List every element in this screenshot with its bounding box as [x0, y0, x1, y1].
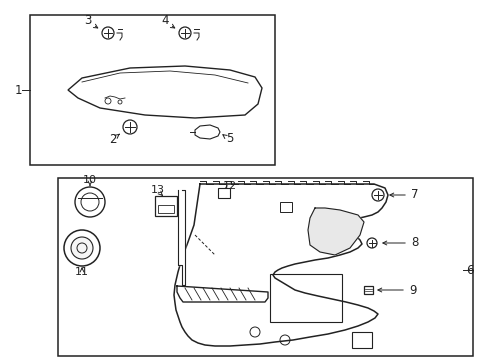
Polygon shape — [68, 66, 262, 118]
Text: 9: 9 — [408, 284, 416, 297]
Text: 6: 6 — [465, 264, 473, 276]
Bar — [280, 202, 291, 212]
Bar — [351, 332, 371, 348]
Text: 2: 2 — [109, 134, 117, 147]
Text: 11: 11 — [75, 267, 89, 277]
Text: 12: 12 — [223, 181, 237, 191]
Bar — [363, 286, 372, 294]
Text: 3: 3 — [84, 14, 92, 27]
Circle shape — [71, 237, 93, 259]
Text: 8: 8 — [410, 237, 418, 249]
Circle shape — [102, 27, 114, 39]
Polygon shape — [195, 125, 220, 139]
Text: 13: 13 — [151, 185, 164, 195]
Text: 4: 4 — [161, 14, 168, 27]
Text: 10: 10 — [83, 175, 97, 185]
Text: 5: 5 — [226, 132, 233, 145]
Polygon shape — [307, 208, 363, 255]
Circle shape — [64, 230, 100, 266]
Polygon shape — [174, 184, 387, 346]
Bar — [269, 274, 341, 322]
Text: 7: 7 — [410, 189, 418, 202]
Bar — [58, 178, 472, 356]
Circle shape — [123, 120, 137, 134]
Circle shape — [179, 27, 191, 39]
Circle shape — [75, 187, 105, 217]
Polygon shape — [177, 286, 267, 302]
Bar — [218, 188, 229, 198]
Circle shape — [366, 238, 376, 248]
Polygon shape — [178, 190, 184, 285]
Bar — [158, 205, 174, 213]
Bar — [155, 196, 177, 216]
Bar — [30, 15, 274, 165]
Text: 1: 1 — [14, 84, 21, 96]
Circle shape — [371, 189, 383, 201]
